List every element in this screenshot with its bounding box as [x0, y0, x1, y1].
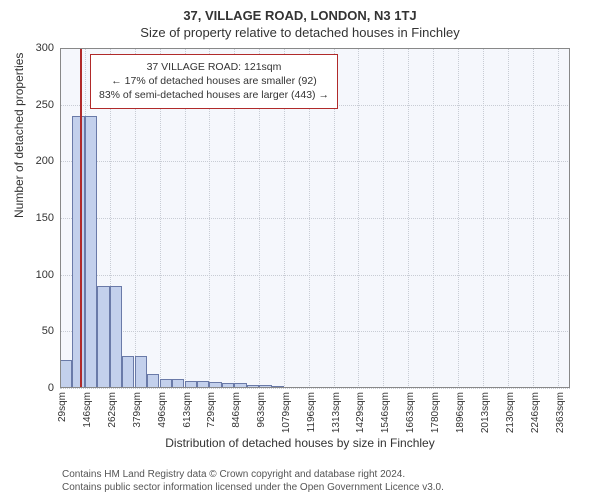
x-tick-label: 1429sqm	[355, 392, 366, 433]
y-tick-label: 300	[30, 42, 60, 54]
x-tick-label: 1896sqm	[455, 392, 466, 433]
y-axis-label: Number of detached properties	[12, 53, 26, 218]
x-tick-label: 29sqm	[57, 392, 68, 422]
y-tick-label: 0	[30, 382, 60, 394]
gridline-horizontal	[60, 388, 570, 389]
x-tick-label: 1663sqm	[405, 392, 416, 433]
x-tick-label: 146sqm	[82, 392, 93, 428]
x-tick-label: 1079sqm	[281, 392, 292, 433]
y-tick-label: 100	[30, 269, 60, 281]
y-tick-label: 150	[30, 212, 60, 224]
footer-line1: Contains HM Land Registry data © Crown c…	[62, 468, 444, 481]
chart-plot-area: 37 VILLAGE ROAD: 121sqm ← 17% of detache…	[60, 48, 570, 388]
x-tick-label: 1313sqm	[331, 392, 342, 433]
y-tick-label: 200	[30, 155, 60, 167]
footer-attribution: Contains HM Land Registry data © Crown c…	[62, 468, 444, 494]
x-tick-label: 2013sqm	[480, 392, 491, 433]
x-tick-label: 963sqm	[256, 392, 267, 428]
x-tick-label: 2130sqm	[505, 392, 516, 433]
x-tick-label: 1546sqm	[380, 392, 391, 433]
chart-title-main: 37, VILLAGE ROAD, LONDON, N3 1TJ	[0, 0, 600, 23]
x-tick-label: 846sqm	[231, 392, 242, 428]
x-tick-label: 2363sqm	[555, 392, 566, 433]
x-tick-label: 1196sqm	[306, 392, 317, 432]
x-axis-label: Distribution of detached houses by size …	[0, 436, 600, 450]
x-tick-label: 2246sqm	[530, 392, 541, 433]
x-tick-label: 496sqm	[157, 392, 168, 428]
plot-border	[60, 48, 570, 388]
x-tick-label: 729sqm	[206, 392, 217, 428]
y-tick-label: 250	[30, 99, 60, 111]
x-tick-label: 379sqm	[132, 392, 143, 428]
x-tick-label: 262sqm	[107, 392, 118, 428]
x-tick-label: 613sqm	[182, 392, 193, 428]
footer-line2: Contains public sector information licen…	[62, 481, 444, 494]
x-tick-label: 1780sqm	[430, 392, 441, 433]
y-tick-label: 50	[30, 325, 60, 337]
chart-title-sub: Size of property relative to detached ho…	[0, 23, 600, 46]
